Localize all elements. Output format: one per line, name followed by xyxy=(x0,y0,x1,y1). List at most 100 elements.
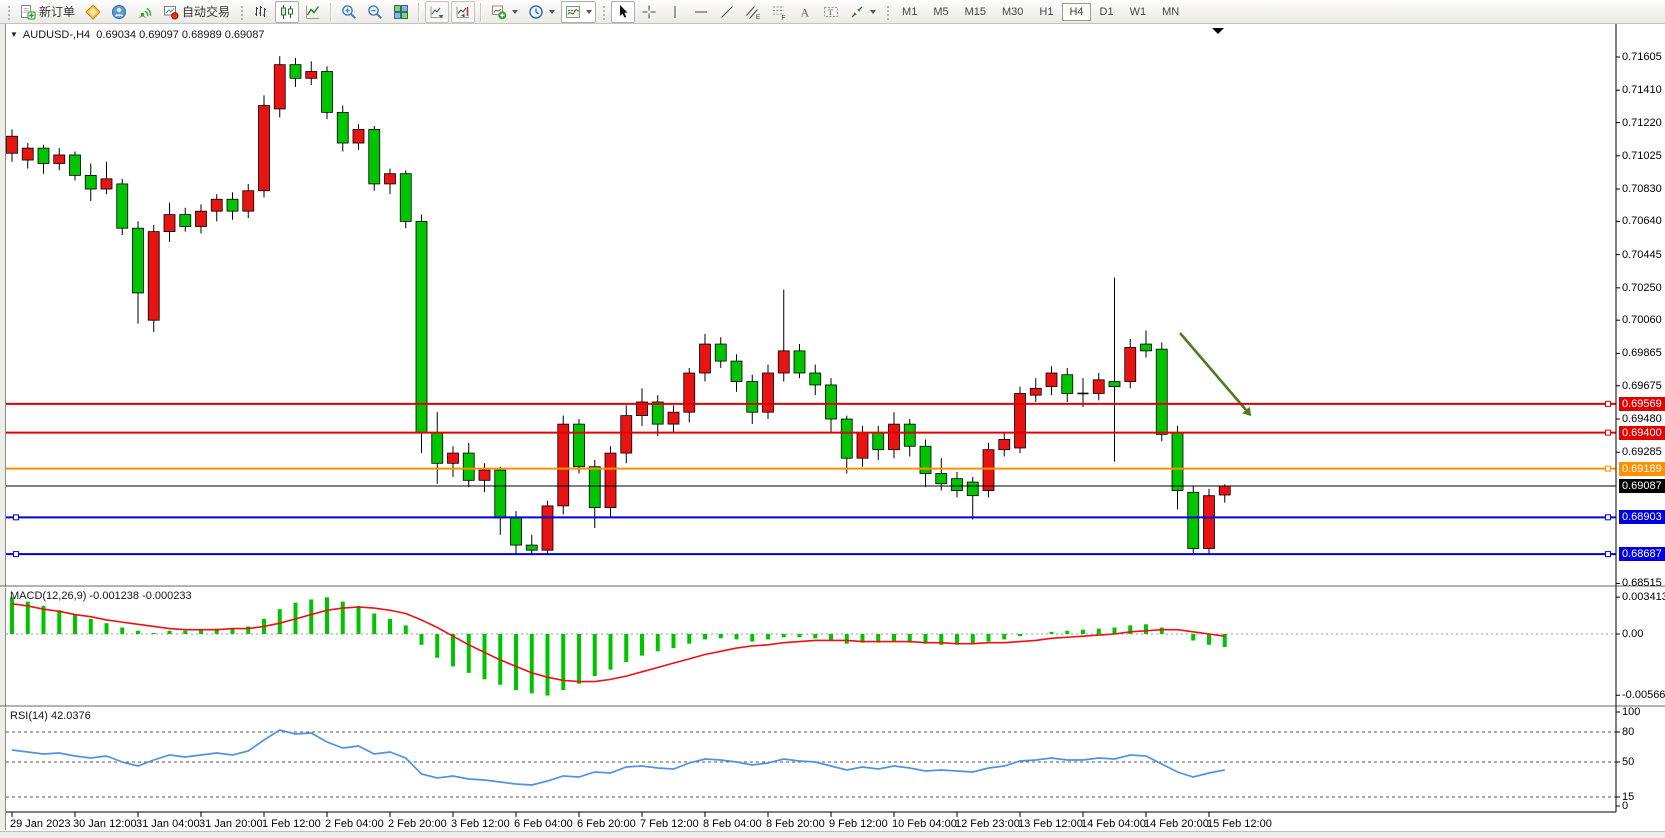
toolbar-grip xyxy=(601,3,607,20)
zoom-out-button[interactable] xyxy=(363,1,387,23)
chevron-down-icon[interactable] xyxy=(870,9,877,14)
channel-button[interactable]: E xyxy=(741,1,765,23)
vertical-line-button[interactable] xyxy=(663,1,687,23)
candlestick xyxy=(6,135,18,154)
toolbar-separator xyxy=(330,2,333,21)
timeframe-mn-button[interactable]: MN xyxy=(1162,5,1180,18)
timeframe-w1-button[interactable]: W1 xyxy=(1129,5,1147,18)
fibonacci-button[interactable]: F xyxy=(767,1,791,23)
signals-icon xyxy=(137,4,153,20)
candlestick xyxy=(1045,372,1058,388)
line-drag-handle[interactable] xyxy=(1605,400,1611,407)
window-left-edge xyxy=(0,24,6,830)
one-click-trading-toggle-icon[interactable]: ▼ xyxy=(10,30,18,39)
candlestick-button[interactable] xyxy=(275,0,300,23)
bar-chart-icon xyxy=(253,4,269,20)
resistance-line-price-label[interactable]: 0.69569 xyxy=(1619,396,1665,411)
line-drag-handle[interactable] xyxy=(1605,514,1611,521)
candlestick xyxy=(667,411,680,425)
periods-button[interactable] xyxy=(524,1,559,23)
current-price-line-price-label[interactable]: 0.69087 xyxy=(1619,478,1665,493)
candlestick xyxy=(431,432,444,464)
candlestick xyxy=(179,214,192,227)
autotrading-button[interactable]: 自动交易 xyxy=(159,1,234,23)
level-line-price-label[interactable]: 0.69189 xyxy=(1619,461,1665,476)
trendline-button[interactable] xyxy=(715,1,739,23)
candlestick xyxy=(793,350,806,374)
chevron-down-icon[interactable] xyxy=(549,9,556,14)
candlestick xyxy=(557,423,570,507)
line-drag-handle[interactable] xyxy=(1605,551,1611,558)
line-drag-handle[interactable] xyxy=(13,551,19,558)
candlestick xyxy=(258,105,270,192)
candlestick xyxy=(242,190,255,212)
candlestick xyxy=(494,469,507,519)
candlestick xyxy=(588,466,601,509)
hline-icon xyxy=(693,4,709,20)
tile-windows-button[interactable] xyxy=(389,1,413,23)
candlestick xyxy=(100,178,113,190)
toolbar-separator xyxy=(418,2,421,21)
chart-symbol-period: AUDUSD-,H4 xyxy=(22,29,91,41)
text-icon: A xyxy=(797,4,813,20)
text-label-button[interactable]: T xyxy=(819,1,843,23)
candlestick xyxy=(1140,343,1152,352)
chevron-down-icon[interactable] xyxy=(512,9,519,14)
new-order-button[interactable]: 新订单 xyxy=(16,1,79,23)
zoom-in-button[interactable] xyxy=(337,1,361,23)
chart-shift-marker-icon[interactable] xyxy=(1212,28,1224,34)
candlestick xyxy=(636,401,648,417)
candlestick xyxy=(195,210,207,227)
text-label-icon: T xyxy=(823,4,839,20)
timeframe-d1-button[interactable]: D1 xyxy=(1099,5,1114,18)
support-line-price-label[interactable]: 0.68903 xyxy=(1619,510,1665,525)
timeframe-m30-button[interactable]: M30 xyxy=(1002,5,1024,18)
candlestick xyxy=(37,147,50,164)
timeframe-h4-button[interactable]: H4 xyxy=(1062,2,1091,21)
candlestick xyxy=(714,343,727,362)
auto-scroll-button[interactable] xyxy=(425,0,450,23)
tile-windows-icon xyxy=(393,4,409,20)
candlestick xyxy=(525,544,538,551)
timeframe-h1-button[interactable]: H1 xyxy=(1039,5,1054,18)
candlestick xyxy=(746,381,759,413)
candlestick xyxy=(510,517,522,546)
rsi-line xyxy=(11,729,1225,786)
horizontal-line-button[interactable] xyxy=(689,1,713,23)
candlestick xyxy=(384,173,396,185)
support-line-price-label[interactable]: 0.68687 xyxy=(1619,547,1665,562)
templates-icon xyxy=(565,4,581,20)
bar-chart-button[interactable] xyxy=(249,1,273,23)
text-button[interactable]: A xyxy=(793,1,817,23)
candlestick xyxy=(951,478,963,491)
candlestick-icon xyxy=(279,4,295,20)
svg-text:F: F xyxy=(782,14,786,20)
chevron-down-icon[interactable] xyxy=(586,9,593,14)
arrows-button[interactable] xyxy=(845,1,880,23)
crosshair-button[interactable] xyxy=(637,1,661,23)
timeframe-m1-button[interactable]: M1 xyxy=(902,5,918,18)
sell-signal-arrow[interactable] xyxy=(1179,332,1247,411)
line-drag-handle[interactable] xyxy=(1605,465,1611,472)
crosshair-icon xyxy=(641,4,657,20)
line-drag-handle[interactable] xyxy=(13,514,19,521)
line-chart-button[interactable] xyxy=(301,1,325,23)
chart-shift-button[interactable] xyxy=(451,0,476,23)
timeframe-m5-button[interactable]: M5 xyxy=(933,5,949,18)
timeframe-m15-button[interactable]: M15 xyxy=(964,5,986,18)
indicators-button[interactable] xyxy=(487,1,522,23)
metaeditor-icon xyxy=(85,3,101,20)
templates-button[interactable] xyxy=(561,0,597,23)
market-button[interactable] xyxy=(107,1,131,23)
metaeditor-button[interactable] xyxy=(81,1,105,23)
candlestick xyxy=(777,350,790,374)
signals-button[interactable] xyxy=(133,1,157,23)
candlestick xyxy=(840,418,853,459)
main-toolbar: 新订单 自动交易 E F A T M1 M5 M15 M30 H1 H4 D1 W1 MN xyxy=(0,0,1665,24)
candlestick xyxy=(305,71,318,79)
candlestick xyxy=(903,423,916,447)
cursor-button[interactable] xyxy=(611,0,636,23)
line-drag-handle[interactable] xyxy=(1605,429,1611,436)
resistance-line-price-label[interactable]: 0.69400 xyxy=(1619,425,1665,440)
